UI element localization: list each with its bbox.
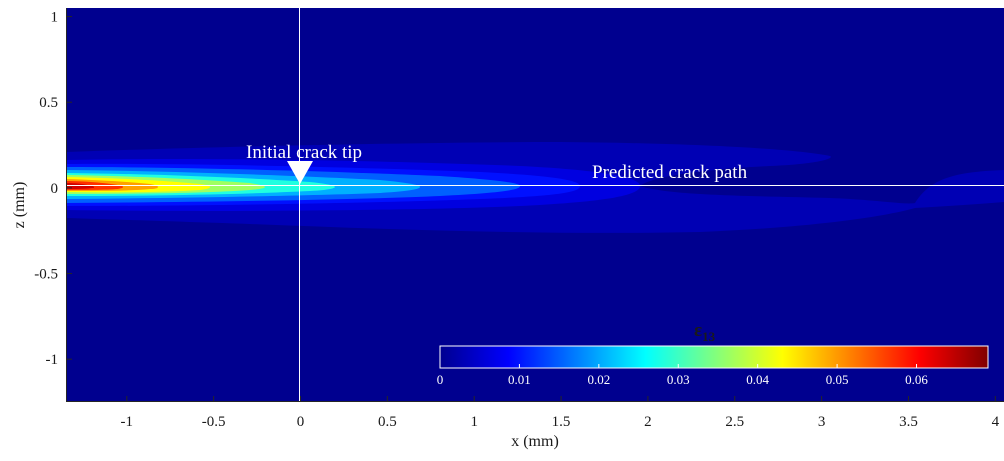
y-tick-label: -0.5 [34,267,58,283]
colorbar-tick-label: 0.02 [587,372,610,387]
colorbar-ticks: 0 0.01 0.02 0.03 0.04 0.05 0.06 [437,364,928,387]
x-tick-label: 2.5 [725,414,744,430]
colorbar-tick-label: 0.05 [826,372,849,387]
x-tick-label: 0 [297,414,305,430]
x-tick-label: 3.5 [899,414,918,430]
colorbar-title-symbol: ε [694,320,702,341]
y-tick-label: 1 [51,10,59,26]
colorbar-title: ε13 [694,320,716,344]
annotation-initial-crack-tip: Initial crack tip [246,142,362,163]
colorbar-box [439,345,989,369]
x-tick-label: 4 [992,414,1000,430]
crack-tip-marker [287,161,313,184]
colorbar: 0 0.01 0.02 0.03 0.04 0.05 0.06 ε13 [437,320,989,387]
x-tick-label: -0.5 [202,414,226,430]
x-tick-label: 3 [818,414,826,430]
x-tick-label: 2 [644,414,652,430]
annotation-predicted-crack-path: Predicted crack path [592,162,748,183]
colorbar-title-subscript: 13 [702,329,716,344]
colorbar-tick-label: 0.01 [508,372,531,387]
x-tick-label: 1.5 [552,414,571,430]
x-axis-ticks: -1 -0.5 0 0.5 1 1.5 2 2.5 3 3.5 4 [121,396,1000,430]
y-axis-label: z (mm) [11,182,28,229]
x-tick-label: 1 [470,414,478,430]
x-axis-label: x (mm) [511,433,559,450]
y-tick-label: 0.5 [39,95,58,111]
y-tick-label: -1 [46,352,59,368]
colorbar-tick-label: 0.03 [667,372,690,387]
x-tick-label: 0.5 [378,414,397,430]
y-tick-label: 0 [51,181,59,197]
colorbar-tick-label: 0.04 [746,372,769,387]
y-axis-ticks: 1 0.5 0 -0.5 -1 [34,10,72,368]
colorbar-tick-label: 0.06 [905,372,928,387]
colorbar-tick-label: 0 [437,372,444,387]
strain-contour-field [66,142,1004,233]
x-tick-label: -1 [121,414,134,430]
